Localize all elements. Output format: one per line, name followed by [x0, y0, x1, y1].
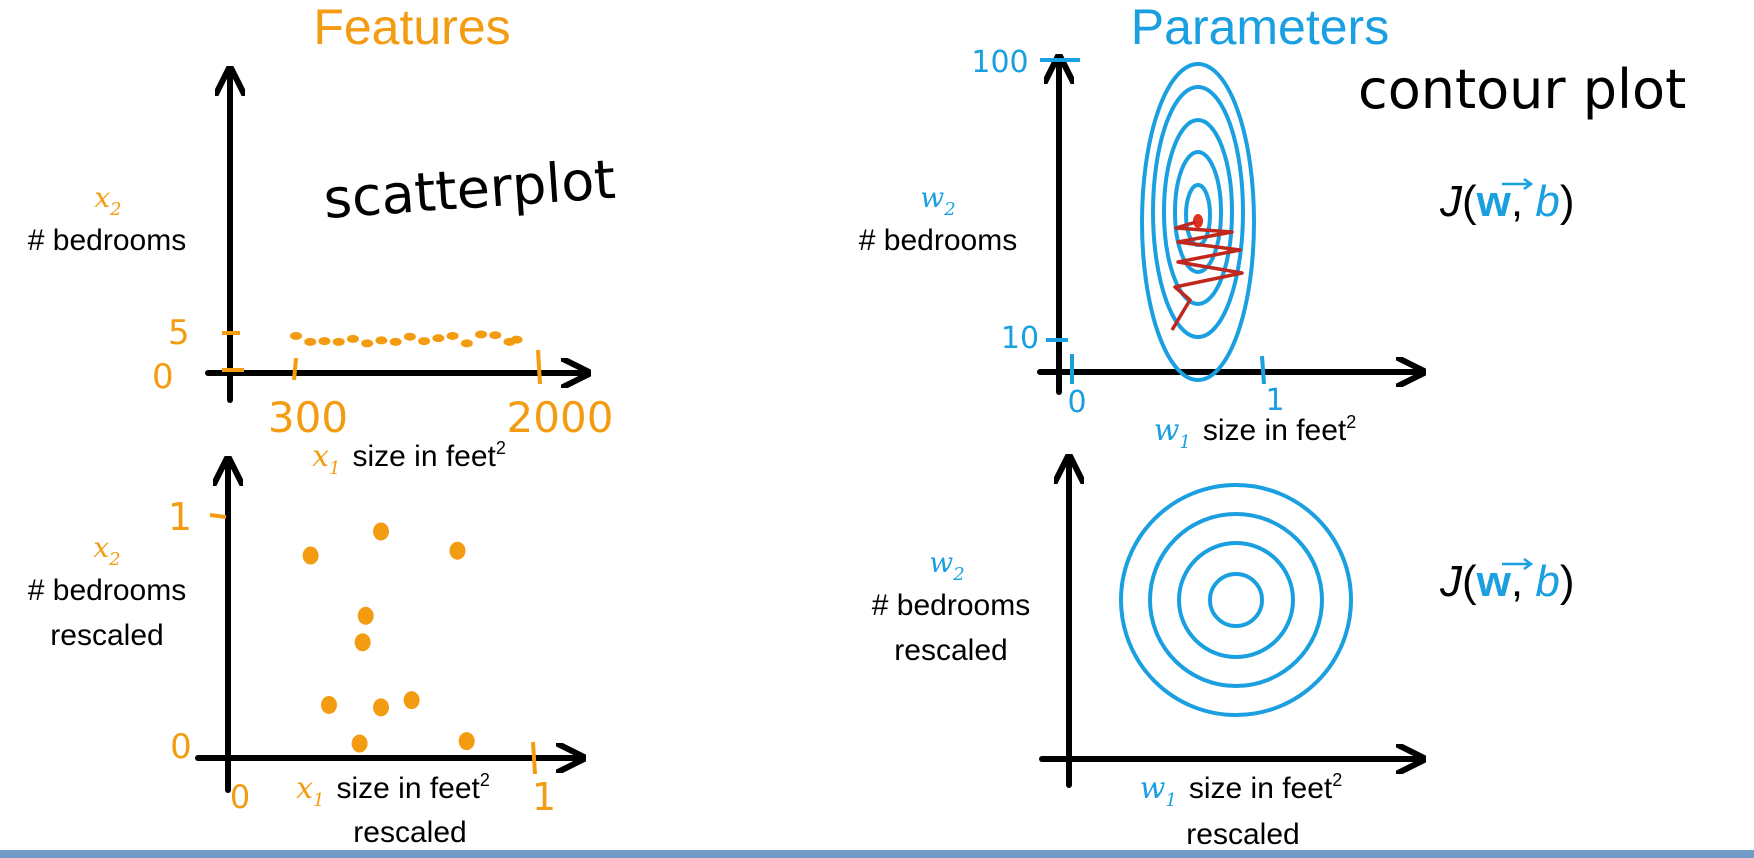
y-axis-variable: w2: [929, 546, 964, 585]
y-tick-label-100: 100: [971, 45, 1028, 80]
y-axis-label: # bedrooms: [28, 224, 186, 257]
scatter-point: [304, 338, 316, 346]
y-axis-variable: x2: [93, 531, 120, 570]
x-tick-label-1: 1: [1265, 383, 1284, 418]
scatter-point: [489, 331, 501, 339]
y-tick-label-5: 5: [168, 313, 190, 353]
top-left-scatter-panel: 5 0 300 2000 x2 # bedrooms x1 size in fee…: [28, 72, 614, 479]
scatter-point: [352, 735, 368, 753]
scatter-point: [390, 338, 402, 346]
x-axis-label: x1 size in feet2: [296, 770, 490, 811]
features-header: Features: [313, 0, 510, 55]
scatter-point: [373, 698, 389, 716]
y-axis-label: # bedrooms: [859, 224, 1017, 257]
scatter-point: [290, 332, 302, 340]
scatter-top-points: [290, 330, 523, 347]
y-tick-label-10: 10: [1001, 321, 1039, 356]
x-tick-label-2000: 2000: [507, 393, 614, 442]
scatter-point: [475, 330, 487, 338]
x-tick-label-300: 300: [268, 393, 348, 442]
y-tick-1: [210, 515, 226, 517]
x-axis-label: w1 size in feet2: [1140, 770, 1343, 811]
y-axis-variable: w2: [920, 181, 955, 220]
x-tick-2000: [538, 350, 540, 384]
scatter-point: [361, 339, 373, 347]
y-axis-label-rescaled: rescaled: [50, 619, 163, 652]
y-tick-label-0: 0: [152, 357, 174, 397]
bottom-left-scatter-panel: 1 0 0 1 x2 # bedrooms rescaled x1 size in…: [28, 462, 580, 849]
y-axis-variable: x2: [94, 181, 121, 220]
scatter-point: [318, 337, 330, 345]
x-axis-label-rescaled: rescaled: [1186, 818, 1299, 851]
scatter-point: [373, 522, 389, 540]
contour-ring-3: [1179, 543, 1293, 657]
scatter-point: [303, 547, 319, 565]
bottom-right-contour-panel: w2 # bedrooms rescaled w1 size in feet2 r…: [872, 460, 1575, 851]
y-axis-label-rescaled: rescaled: [894, 634, 1007, 667]
y-tick-label-0: 0: [170, 727, 192, 767]
scatter-point: [404, 691, 420, 709]
scatter-point: [355, 633, 371, 651]
contour-plot-note: contour plot: [1358, 58, 1686, 121]
x-tick-label-0: 0: [1067, 385, 1086, 420]
scatter-point: [358, 607, 374, 625]
scatter-point: [459, 732, 475, 750]
x-axis-label: x1 size in feet2: [312, 438, 506, 479]
y-tick-label-1: 1: [168, 495, 192, 539]
scatter-point: [432, 334, 444, 342]
scatter-point: [333, 338, 345, 346]
y-axis-label: # bedrooms: [28, 574, 186, 607]
x-tick-label-0: 0: [230, 778, 250, 816]
x-axis-label-rescaled: rescaled: [353, 816, 466, 849]
contour-ring-2: [1150, 514, 1322, 686]
scatter-point: [450, 542, 466, 560]
x-axis-label: w1 size in feet2: [1154, 412, 1357, 453]
scatter-point: [375, 336, 387, 344]
footer-bar: [0, 850, 1754, 858]
circular-contours: [1121, 485, 1351, 715]
x-tick-label-1: 1: [532, 775, 556, 819]
scatter-point: [461, 339, 473, 347]
contour-ring-1: [1121, 485, 1351, 715]
scatter-point: [347, 335, 359, 343]
scatter-bottom-points: [303, 522, 475, 752]
x-tick-300: [294, 358, 296, 380]
contour-ring-2: [1153, 87, 1243, 337]
scatterplot-note: scatterplot: [322, 148, 618, 231]
scatter-point: [321, 696, 337, 714]
scatter-point: [418, 337, 430, 345]
scatter-point: [447, 332, 459, 340]
scatter-point: [511, 336, 523, 344]
parameters-header: Parameters: [1131, 0, 1389, 55]
scatter-point: [404, 333, 416, 341]
contour-ring-4: [1210, 574, 1262, 626]
x-tick-1: [1262, 356, 1264, 384]
y-axis-label: # bedrooms: [872, 589, 1030, 622]
x-tick-1: [533, 742, 535, 774]
